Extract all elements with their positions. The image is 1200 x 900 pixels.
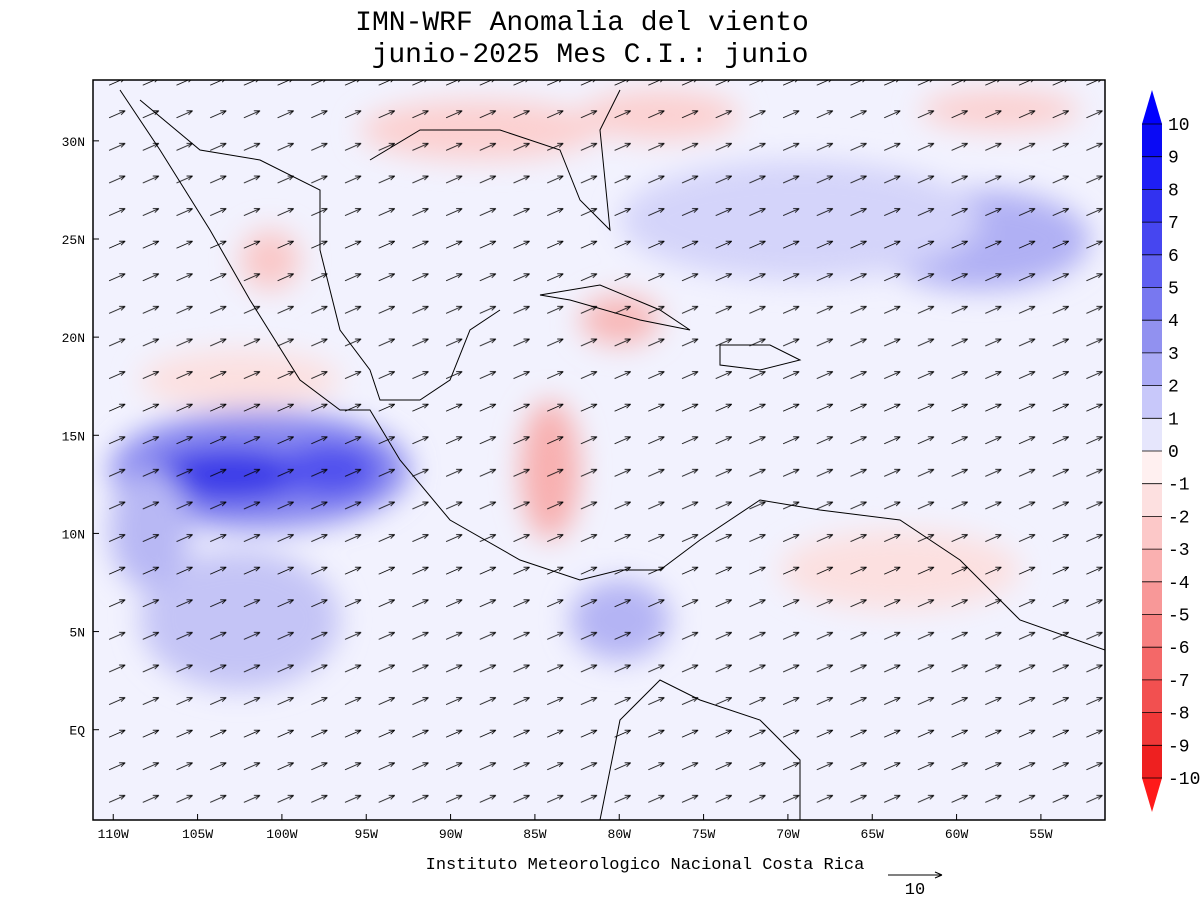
colorbar-box xyxy=(1142,712,1162,746)
colorbar-label: 5 xyxy=(1168,280,1179,300)
x-tick-label: 80W xyxy=(608,827,632,842)
y-tick-label: 10N xyxy=(62,527,85,542)
y-tick-label: 20N xyxy=(62,331,85,346)
x-tick-label: 90W xyxy=(439,827,463,842)
colorbar-box xyxy=(1142,418,1162,451)
colorbar-label: 7 xyxy=(1168,214,1179,234)
x-tick-label: 60W xyxy=(945,827,969,842)
colorbar-over xyxy=(1142,90,1162,124)
colorbar-label: 9 xyxy=(1168,149,1179,169)
colorbar-box xyxy=(1142,581,1162,615)
colorbar-box xyxy=(1142,287,1162,321)
y-tick-label: EQ xyxy=(69,724,85,739)
colorbar-box xyxy=(1142,124,1162,157)
colorbar-label: 6 xyxy=(1168,247,1179,267)
colorbar-box xyxy=(1142,156,1162,190)
colorbar-box xyxy=(1142,679,1162,713)
colorbar-label: -3 xyxy=(1168,541,1190,561)
colorbar-under xyxy=(1142,778,1162,812)
map-frame xyxy=(92,79,1106,821)
reference-label: 10 xyxy=(905,881,925,900)
y-tick-label: 5N xyxy=(69,626,85,641)
colorbar-label: -7 xyxy=(1168,672,1190,692)
subtitle: junio-2025 Mes C.I.: junio xyxy=(372,40,809,71)
footer: Instituto Meteorologico Nacional Costa R… xyxy=(426,856,865,875)
colorbar-box xyxy=(1142,647,1162,680)
colorbar-label: 10 xyxy=(1168,116,1190,136)
colorbar-label: 2 xyxy=(1168,378,1179,398)
y-tick-label: 30N xyxy=(62,135,85,150)
reference-arrowhead xyxy=(934,871,943,879)
x-tick-label: 70W xyxy=(776,827,800,842)
colorbar-label: -9 xyxy=(1168,737,1190,757)
colorbar-label: -6 xyxy=(1168,639,1190,659)
x-tick-label: 55W xyxy=(1029,827,1053,842)
colorbar-box xyxy=(1142,614,1162,648)
x-tick-label: 95W xyxy=(355,827,379,842)
colorbar-box xyxy=(1142,254,1162,288)
colorbar-box xyxy=(1142,745,1162,778)
colorbar-label: 1 xyxy=(1168,410,1179,430)
coastlines xyxy=(119,89,1105,820)
y-tick-label: 15N xyxy=(62,429,85,444)
colorbar-box xyxy=(1142,483,1162,517)
x-tick-label: 65W xyxy=(861,827,885,842)
colorbar-box xyxy=(1142,320,1162,353)
colorbar-label: -10 xyxy=(1168,770,1200,790)
colorbar-label: 0 xyxy=(1168,443,1179,463)
x-tick-label: 85W xyxy=(523,827,547,842)
x-tick-label: 105W xyxy=(182,827,213,842)
colorbar-label: -1 xyxy=(1168,476,1190,496)
colorbar-box xyxy=(1142,189,1162,223)
title: IMN-WRF Anomalia del viento xyxy=(355,8,809,39)
colorbar-label: 3 xyxy=(1168,345,1179,365)
colorbar-label: -4 xyxy=(1168,574,1190,594)
colorbar-box xyxy=(1142,549,1162,582)
x-tick-label: 75W xyxy=(692,827,716,842)
colorbar-box xyxy=(1142,385,1162,419)
anomaly-field xyxy=(93,80,1105,820)
colorbar-label: -8 xyxy=(1168,705,1190,725)
colorbar-label: -5 xyxy=(1168,607,1190,627)
x-tick-label: 100W xyxy=(266,827,297,842)
colorbar-label: 4 xyxy=(1168,312,1179,332)
colorbar-label: 8 xyxy=(1168,181,1179,201)
colorbar-box xyxy=(1142,451,1162,484)
colorbar-box xyxy=(1142,516,1162,550)
colorbar-box xyxy=(1142,352,1162,386)
y-tick-label: 25N xyxy=(62,233,85,248)
x-tick-label: 110W xyxy=(98,827,129,842)
colorbar-box xyxy=(1142,222,1162,255)
colorbar-label: -2 xyxy=(1168,508,1190,528)
